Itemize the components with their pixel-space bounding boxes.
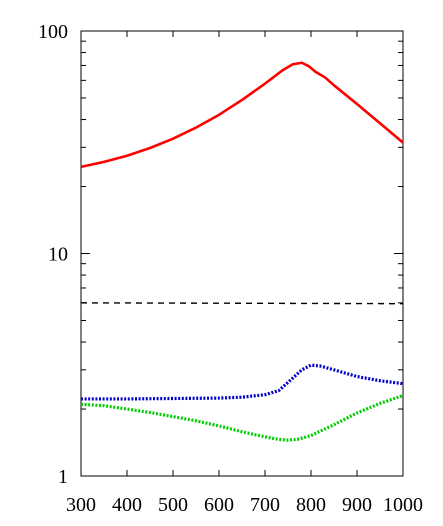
y-tick-label: 100 bbox=[38, 21, 68, 43]
x-tick-label: 1000 bbox=[383, 494, 423, 516]
x-tick-label: 800 bbox=[296, 494, 326, 516]
x-tick-label: 700 bbox=[250, 494, 280, 516]
x-tick-label: 900 bbox=[342, 494, 372, 516]
series-group bbox=[80, 61, 404, 442]
x-tick-label: 300 bbox=[66, 494, 96, 516]
series-line-1 bbox=[80, 61, 404, 169]
series-line-3 bbox=[81, 363, 404, 401]
x-tick-label: 500 bbox=[158, 494, 188, 516]
tick-labels: 300 400 500 600 700 800 900 1000 1 10 100 bbox=[38, 21, 423, 516]
series-line-4 bbox=[80, 394, 404, 442]
axis-ticks bbox=[80, 30, 404, 477]
series-line-2 bbox=[80, 302, 404, 305]
x-tick-label: 600 bbox=[204, 494, 234, 516]
y-tick-label: 1 bbox=[58, 466, 68, 488]
y-tick-label: 10 bbox=[48, 244, 68, 266]
x-tick-label: 400 bbox=[112, 494, 142, 516]
